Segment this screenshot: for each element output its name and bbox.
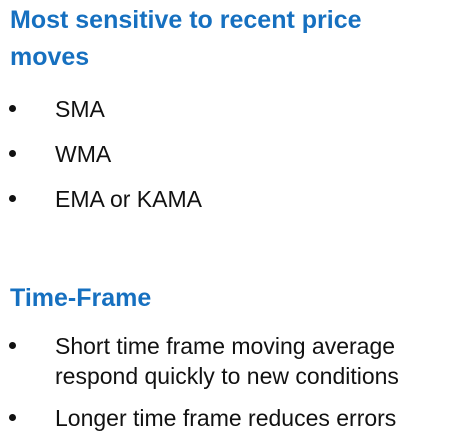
bullet-text-line: Longer time frame reduces errors xyxy=(55,405,397,431)
bullet-text: EMA or KAMA xyxy=(55,186,202,212)
bullet-text-line: Short time frame moving average xyxy=(55,333,396,359)
section-heading-time-frame: Time-Frame xyxy=(10,284,152,312)
bullet-text-line: respond quickly to new conditions xyxy=(55,363,399,389)
bullet-item: Longer time frame reduces errors xyxy=(0,403,476,433)
bullet-item: SMA xyxy=(0,93,476,125)
bullet-list-time-frame: Short time frame moving average respond … xyxy=(0,331,476,445)
bullet-item: WMA xyxy=(0,138,476,170)
bullet-text: WMA xyxy=(55,141,112,167)
bullet-item: Short time frame moving average respond … xyxy=(0,331,476,391)
section-heading-sensitivity: Most sensitive to recent price moves xyxy=(10,2,470,76)
bullet-text: SMA xyxy=(55,96,105,122)
heading-line: moves xyxy=(10,43,90,71)
bullet-dot-icon xyxy=(9,150,16,157)
bullet-list-sensitivity: SMA WMA EMA or KAMA xyxy=(0,93,476,228)
bullet-dot-icon xyxy=(9,414,16,421)
bullet-dot-icon xyxy=(9,195,16,202)
bullet-dot-icon xyxy=(9,105,16,112)
bullet-item: EMA or KAMA xyxy=(0,183,476,215)
heading-line: Most sensitive to recent price xyxy=(10,6,362,34)
bullet-dot-icon xyxy=(9,342,16,349)
